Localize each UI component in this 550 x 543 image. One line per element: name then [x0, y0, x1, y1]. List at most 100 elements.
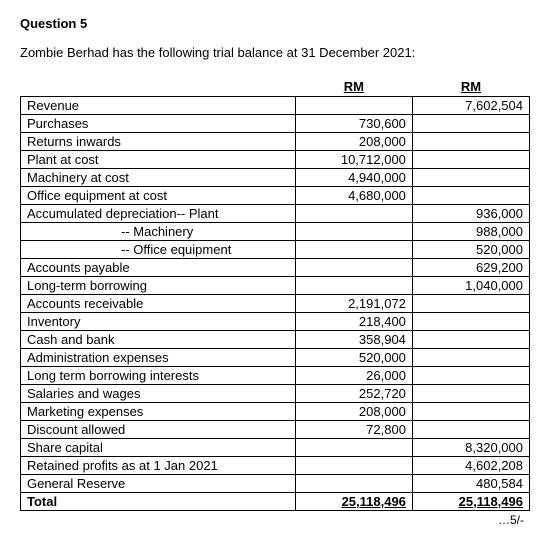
- table-row: Share capital 8,320,000: [21, 439, 530, 457]
- row-debit: [295, 457, 412, 475]
- row-debit: 520,000: [295, 349, 412, 367]
- row-debit: [295, 241, 412, 259]
- row-credit: [412, 349, 529, 367]
- row-label: Returns inwards: [21, 133, 296, 151]
- row-debit: 252,720: [295, 385, 412, 403]
- row-label: Retained profits as at 1 Jan 2021: [21, 457, 296, 475]
- row-credit: [412, 133, 529, 151]
- row-credit: 936,000: [412, 205, 529, 223]
- row-debit: [295, 475, 412, 493]
- row-credit: [412, 187, 529, 205]
- table-row: Discount allowed72,800: [21, 421, 530, 439]
- row-label: Administration expenses: [21, 349, 296, 367]
- row-credit: [412, 169, 529, 187]
- total-label: Total: [21, 493, 296, 511]
- row-debit: 2,191,072: [295, 295, 412, 313]
- row-label: Machinery at cost: [21, 169, 296, 187]
- table-row: Returns inwards208,000: [21, 133, 530, 151]
- row-debit: 358,904: [295, 331, 412, 349]
- row-label: Share capital: [21, 439, 296, 457]
- row-label: -- Machinery: [21, 223, 296, 241]
- table-row: Accounts receivable2,191,072: [21, 295, 530, 313]
- row-debit: 4,940,000: [295, 169, 412, 187]
- table-row: Salaries and wages252,720: [21, 385, 530, 403]
- table-row: Plant at cost10,712,000: [21, 151, 530, 169]
- row-debit: [295, 259, 412, 277]
- row-debit: 730,600: [295, 115, 412, 133]
- total-credit: 25,118,496: [412, 493, 529, 511]
- row-credit: [412, 331, 529, 349]
- row-debit: [295, 223, 412, 241]
- row-debit: 208,000: [295, 133, 412, 151]
- row-credit: [412, 385, 529, 403]
- row-credit: [412, 313, 529, 331]
- table-row: General Reserve 480,584: [21, 475, 530, 493]
- row-label: Purchases: [21, 115, 296, 133]
- table-row: Machinery at cost4,940,000: [21, 169, 530, 187]
- total-debit: 25,118,496: [295, 493, 412, 511]
- header-blank: [21, 78, 296, 97]
- row-debit: 10,712,000: [295, 151, 412, 169]
- row-debit: [295, 205, 412, 223]
- table-row: Accumulated depreciation-- Plant 936,000: [21, 205, 530, 223]
- row-debit: 26,000: [295, 367, 412, 385]
- row-label: -- Office equipment: [21, 241, 296, 259]
- row-label: Salaries and wages: [21, 385, 296, 403]
- row-credit: 7,602,504: [412, 97, 529, 115]
- row-label: Revenue: [21, 97, 296, 115]
- question-title: Question 5: [20, 16, 530, 31]
- table-row: Long-term borrowing 1,040,000: [21, 277, 530, 295]
- row-debit: [295, 277, 412, 295]
- table-row: Purchases730,600: [21, 115, 530, 133]
- table-row: -- Office equipment 520,000: [21, 241, 530, 259]
- total-row: Total25,118,49625,118,496: [21, 493, 530, 511]
- row-debit: [295, 439, 412, 457]
- row-credit: 480,584: [412, 475, 529, 493]
- row-label: General Reserve: [21, 475, 296, 493]
- row-credit: 1,040,000: [412, 277, 529, 295]
- header-dr: RM: [295, 78, 412, 97]
- row-debit: 218,400: [295, 313, 412, 331]
- row-credit: 8,320,000: [412, 439, 529, 457]
- row-label: Inventory: [21, 313, 296, 331]
- row-credit: 520,000: [412, 241, 529, 259]
- row-credit: 629,200: [412, 259, 529, 277]
- row-label: Accounts receivable: [21, 295, 296, 313]
- table-row: -- Machinery 988,000: [21, 223, 530, 241]
- table-row: Long term borrowing interests26,000: [21, 367, 530, 385]
- row-debit: 4,680,000: [295, 187, 412, 205]
- table-row: Marketing expenses208,000: [21, 403, 530, 421]
- row-credit: [412, 115, 529, 133]
- row-label: Plant at cost: [21, 151, 296, 169]
- row-credit: [412, 367, 529, 385]
- row-credit: [412, 151, 529, 169]
- row-label: Office equipment at cost: [21, 187, 296, 205]
- row-label: Marketing expenses: [21, 403, 296, 421]
- row-label: Cash and bank: [21, 331, 296, 349]
- table-row: Cash and bank358,904: [21, 331, 530, 349]
- row-debit: 72,800: [295, 421, 412, 439]
- table-row: Retained profits as at 1 Jan 2021 4,602,2…: [21, 457, 530, 475]
- row-credit: 988,000: [412, 223, 529, 241]
- table-row: Inventory218,400: [21, 313, 530, 331]
- table-row: Accounts payable 629,200: [21, 259, 530, 277]
- row-label: Long term borrowing interests: [21, 367, 296, 385]
- table-header-row: RM RM: [21, 78, 530, 97]
- row-label: Accumulated depreciation-- Plant: [21, 205, 296, 223]
- question-intro: Zombie Berhad has the following trial ba…: [20, 45, 530, 60]
- trial-balance-table: RM RM Revenue7,602,504Purchases730,600Re…: [20, 78, 530, 511]
- table-row: Revenue 7,602,504: [21, 97, 530, 115]
- row-credit: [412, 421, 529, 439]
- row-credit: 4,602,208: [412, 457, 529, 475]
- row-debit: 208,000: [295, 403, 412, 421]
- header-cr: RM: [412, 78, 529, 97]
- row-debit: [295, 97, 412, 115]
- row-credit: [412, 295, 529, 313]
- continuation-mark: …5/-: [20, 513, 530, 527]
- row-label: Discount allowed: [21, 421, 296, 439]
- table-row: Office equipment at cost4,680,000: [21, 187, 530, 205]
- row-label: Long-term borrowing: [21, 277, 296, 295]
- table-row: Administration expenses520,000: [21, 349, 530, 367]
- row-credit: [412, 403, 529, 421]
- row-label: Accounts payable: [21, 259, 296, 277]
